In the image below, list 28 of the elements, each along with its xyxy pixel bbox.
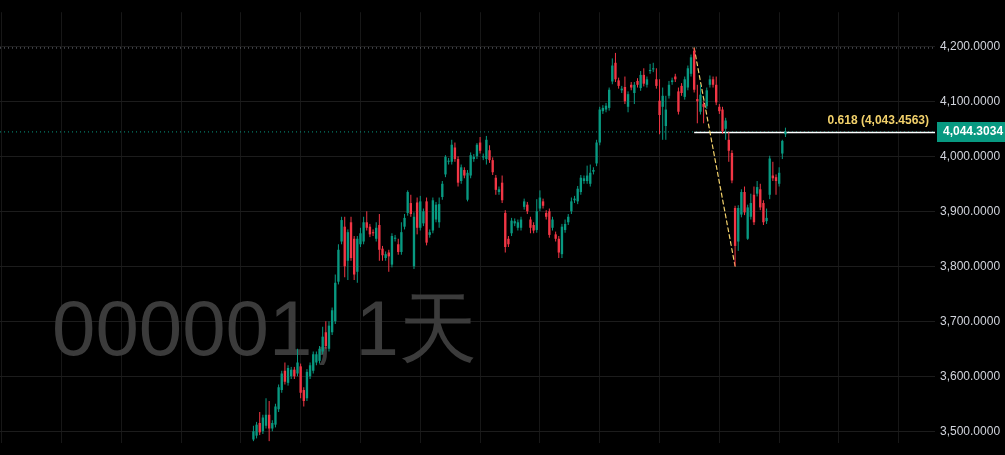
candlestick <box>340 216 343 245</box>
y-tick-label: 3,900.0000 <box>940 203 1001 218</box>
candlestick <box>362 216 365 245</box>
y-tick-label: 4,100.0000 <box>940 93 1001 108</box>
candlestick <box>699 84 702 115</box>
ref-line-label: 4,044.3034 <box>943 124 1004 139</box>
y-tick-label: 4,000.0000 <box>940 148 1001 163</box>
candlestick <box>702 100 705 124</box>
annotation: 000001, 1天 <box>52 284 478 372</box>
candlestick <box>743 186 746 216</box>
y-tick-label: 3,600.0000 <box>940 368 1001 383</box>
candlestick <box>708 74 712 89</box>
candlestick <box>400 221 403 256</box>
candlestick <box>677 87 680 115</box>
candlestick <box>658 78 661 135</box>
candlestick <box>721 106 724 135</box>
candlestick <box>633 81 636 105</box>
candlestick <box>510 217 513 237</box>
candlestick <box>645 76 649 89</box>
y-tick-label: 4,200.0000 <box>940 38 1001 53</box>
annotation: 0.618 (4,043.4563) <box>827 113 929 128</box>
candlestick <box>444 154 447 178</box>
y-tick-label: 3,800.0000 <box>940 258 1001 273</box>
y-tick-label: 3,500.0000 <box>940 423 1001 438</box>
candlestick <box>497 186 501 196</box>
y-tick-label: 3,700.0000 <box>940 313 1001 328</box>
candlestick <box>541 198 545 210</box>
candlestick <box>485 135 488 166</box>
